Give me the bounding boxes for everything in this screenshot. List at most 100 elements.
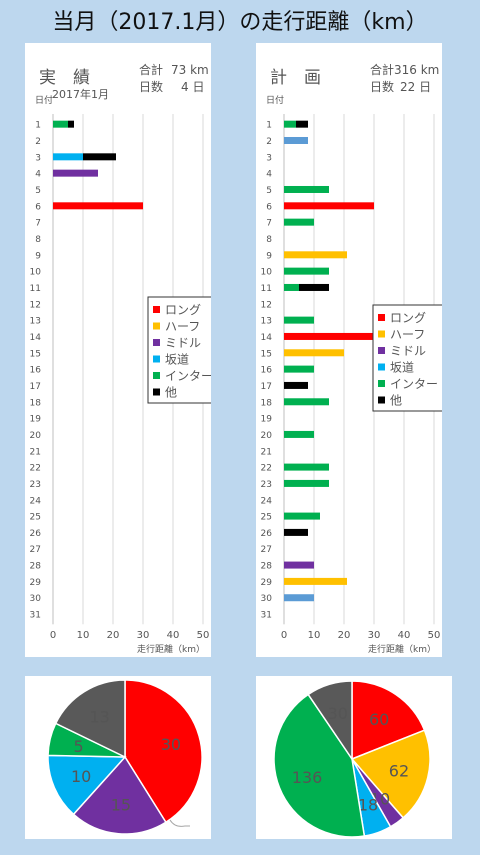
pie-value-label: 60 [369, 710, 389, 729]
legend-label: 坂道 [165, 353, 189, 367]
leader-line [169, 819, 190, 827]
y-tick-label: 19 [30, 415, 42, 425]
y-tick-label: 10 [30, 268, 42, 278]
y-tick-label: 27 [30, 545, 41, 555]
y-tick-label: 24 [30, 496, 42, 506]
pie-value-label: 13 [89, 708, 109, 727]
y-tick-label: 25 [261, 513, 272, 523]
y-tick-label: 12 [261, 300, 272, 310]
bar-segment [284, 577, 347, 585]
bar-segment [284, 185, 329, 193]
x-tick-label: 20 [338, 630, 351, 641]
actual-pie-chart: 30 15 10 5 13 [47, 679, 203, 835]
x-tick-label: 10 [77, 630, 90, 641]
y-tick-label: 12 [30, 300, 41, 310]
bar-segment [83, 153, 116, 161]
bar-segment [284, 332, 374, 340]
y-tick-label: 7 [35, 219, 41, 229]
x-tick-label: 50 [428, 630, 441, 641]
legend-label: ロング [390, 311, 426, 325]
x-tick-label: 30 [368, 630, 381, 641]
bar-segment [53, 120, 68, 128]
y-tick-label: 18 [30, 398, 42, 408]
bar-segment [299, 283, 329, 291]
legend-label: 他 [165, 386, 177, 400]
legend-label: インター [390, 377, 438, 391]
pie-slice [47, 754, 127, 816]
y-tick-label: 10 [261, 268, 273, 278]
y-tick-label: 3 [35, 153, 41, 163]
bar-segment [284, 283, 299, 291]
y-tick-label: 13 [261, 317, 272, 327]
y-tick-label: 15 [30, 349, 41, 359]
legend-swatch [378, 396, 385, 404]
bar-segment [284, 528, 308, 536]
legend-label: ハーフ [390, 328, 425, 342]
chart-title: 計 画 [270, 68, 321, 88]
y-tick-label: 3 [266, 153, 272, 163]
bar-segment [284, 463, 329, 471]
y-tick-label: 9 [35, 251, 41, 261]
y-tick-label: 27 [261, 545, 272, 555]
page-title: 当月（2017.1月）の走行距離（km） [52, 10, 428, 35]
y-tick-label: 11 [261, 284, 272, 294]
y-tick-label: 23 [30, 480, 41, 490]
legend-label: 坂道 [390, 361, 414, 375]
pie-value-label: 15 [111, 796, 131, 815]
bar-segment [284, 512, 320, 520]
bar-segment [284, 316, 314, 324]
total-label: 合計 [139, 62, 163, 77]
legend-label: ミドル [165, 336, 201, 350]
pie-value-label: 30 [161, 735, 181, 754]
bar-segment [53, 169, 98, 177]
legend-swatch [153, 339, 160, 346]
y-tick-label: 2 [35, 137, 41, 147]
y-tick-label: 26 [261, 529, 273, 539]
days-value: 22 日 [400, 80, 431, 94]
y-tick-label: 13 [30, 317, 41, 327]
y-tick-label: 14 [30, 333, 42, 343]
bar-segment [284, 365, 314, 373]
legend-swatch [378, 314, 385, 321]
x-tick-label: 50 [197, 630, 210, 641]
y-tick-label: 18 [261, 398, 273, 408]
legend-swatch [378, 330, 385, 338]
y-tick-label: 16 [261, 366, 273, 376]
bar-segment [296, 120, 308, 128]
legend-label: ロング [165, 303, 201, 317]
y-tick-label: 23 [261, 480, 272, 490]
y-tick-label: 9 [266, 251, 272, 261]
pie-value-label: 10 [71, 767, 91, 786]
bar-segment [284, 218, 314, 226]
y-tick-label: 20 [30, 431, 42, 441]
y-tick-label: 15 [261, 349, 272, 359]
pie-slice [72, 755, 167, 835]
y-tick-label: 21 [261, 447, 272, 457]
legend-swatch [153, 322, 160, 330]
legend-swatch [153, 306, 160, 313]
y-axis-label: 日付 [266, 95, 284, 106]
legend-label: 他 [390, 394, 402, 408]
days-label: 日数 [370, 79, 394, 94]
pie-slice [351, 680, 426, 761]
y-tick-label: 21 [30, 447, 41, 457]
legend-label: インター [165, 369, 211, 383]
total-value: 73 km [171, 63, 209, 77]
y-tick-label: 2 [266, 137, 272, 147]
y-tick-label: 4 [35, 170, 41, 180]
bar-segment [53, 153, 83, 161]
legend-box [372, 304, 442, 412]
total-value: 316 km [394, 63, 439, 77]
x-tick-label: 40 [167, 630, 180, 641]
bar-segment [284, 381, 308, 389]
legend-swatch [153, 355, 160, 363]
bar-segment [284, 251, 347, 259]
pie-slice [273, 693, 366, 838]
y-tick-label: 17 [261, 382, 272, 392]
legend-box [147, 296, 211, 404]
y-tick-label: 22 [261, 464, 272, 474]
bar-segment [284, 430, 314, 438]
y-tick-label: 22 [30, 464, 41, 474]
